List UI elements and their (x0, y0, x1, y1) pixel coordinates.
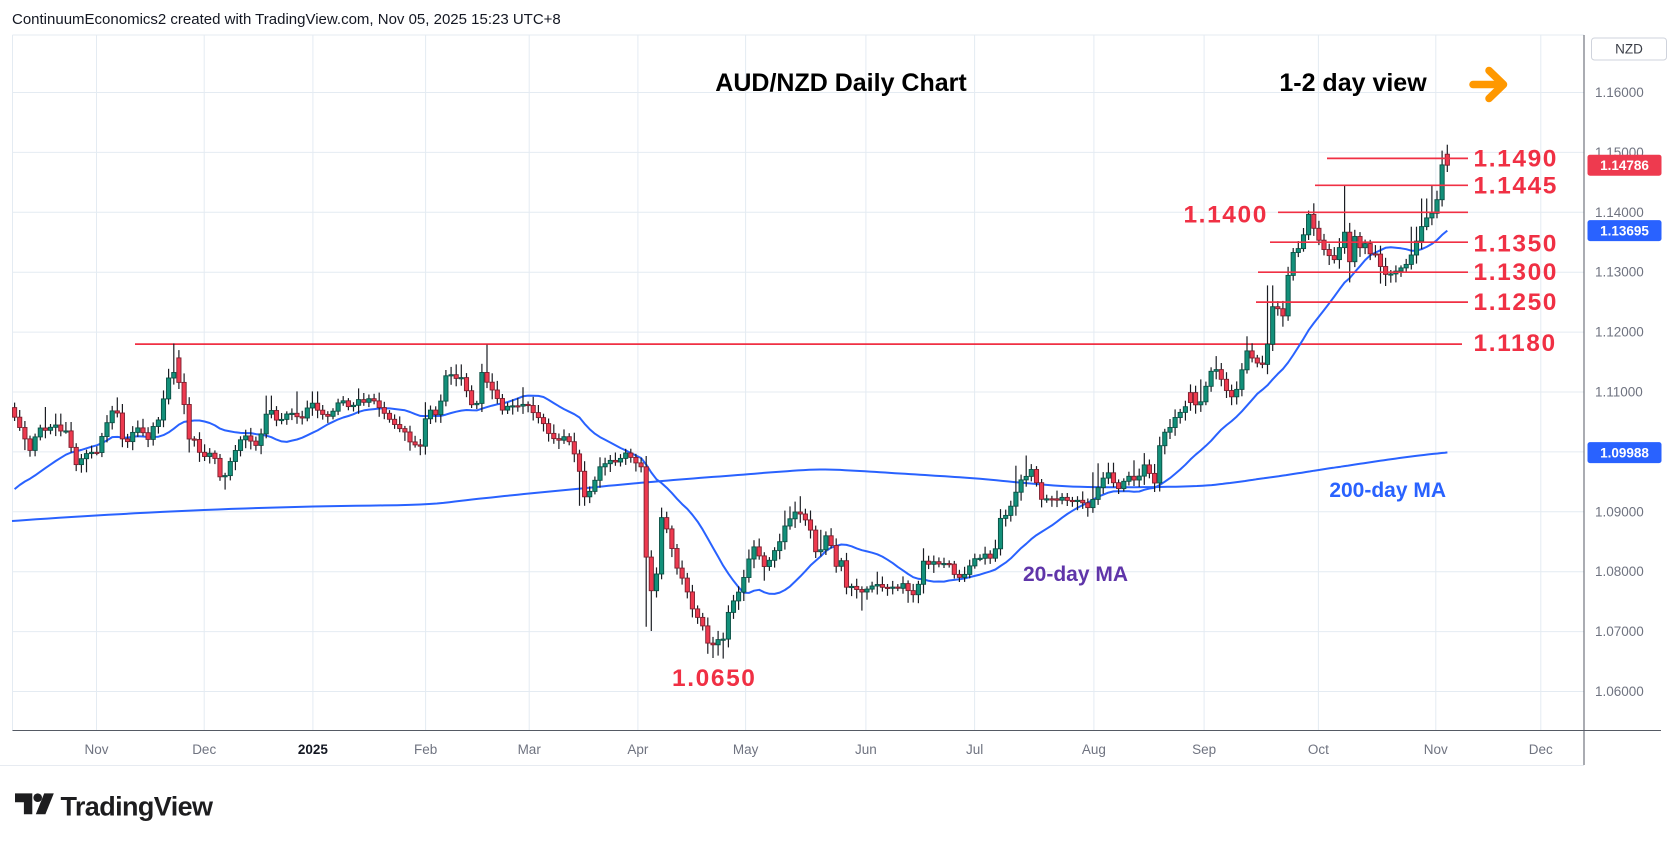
svg-text:Nov: Nov (84, 742, 108, 757)
svg-text:1-2 day view: 1-2 day view (1279, 69, 1427, 97)
svg-text:Nov: Nov (1424, 742, 1448, 757)
svg-text:1.13000: 1.13000 (1595, 265, 1644, 280)
svg-text:1.1300: 1.1300 (1474, 259, 1559, 286)
svg-text:1.07000: 1.07000 (1595, 624, 1644, 639)
svg-text:TradingView: TradingView (61, 792, 215, 822)
svg-text:2025: 2025 (298, 742, 329, 757)
svg-text:1.13695: 1.13695 (1600, 223, 1649, 238)
svg-text:1.09000: 1.09000 (1595, 504, 1644, 519)
svg-text:1.1250: 1.1250 (1474, 289, 1559, 316)
svg-text:Jul: Jul (966, 742, 983, 757)
svg-text:AUD/NZD Daily Chart: AUD/NZD Daily Chart (715, 69, 967, 97)
svg-text:ContinuumEconomics2 created wi: ContinuumEconomics2 created with Trading… (12, 11, 561, 28)
svg-text:1.1490: 1.1490 (1474, 145, 1559, 172)
svg-text:1.1445: 1.1445 (1474, 172, 1559, 199)
svg-text:Jun: Jun (855, 742, 877, 757)
svg-text:Dec: Dec (1529, 742, 1553, 757)
svg-text:1.0650: 1.0650 (672, 665, 757, 692)
svg-text:Mar: Mar (518, 742, 542, 757)
svg-text:1.16000: 1.16000 (1595, 85, 1644, 100)
svg-text:Apr: Apr (627, 742, 649, 757)
svg-text:200-day MA: 200-day MA (1329, 479, 1446, 502)
svg-text:1.06000: 1.06000 (1595, 684, 1644, 699)
svg-text:Oct: Oct (1308, 742, 1329, 757)
svg-text:May: May (733, 742, 759, 757)
svg-text:20-day MA: 20-day MA (1023, 563, 1128, 586)
svg-text:1.14786: 1.14786 (1600, 158, 1649, 173)
svg-text:1.09988: 1.09988 (1600, 445, 1649, 460)
svg-text:1.11000: 1.11000 (1595, 385, 1643, 400)
svg-text:1.1400: 1.1400 (1183, 201, 1268, 228)
svg-text:NZD: NZD (1615, 42, 1643, 57)
svg-text:1.08000: 1.08000 (1595, 564, 1644, 579)
svg-text:1.12000: 1.12000 (1595, 325, 1644, 340)
svg-text:1.14000: 1.14000 (1595, 205, 1644, 220)
svg-text:1.1350: 1.1350 (1474, 230, 1559, 257)
svg-text:Aug: Aug (1082, 742, 1106, 757)
svg-text:1.1180: 1.1180 (1474, 330, 1557, 357)
svg-text:Feb: Feb (414, 742, 437, 757)
svg-text:Sep: Sep (1192, 742, 1216, 757)
svg-text:Dec: Dec (192, 742, 216, 757)
